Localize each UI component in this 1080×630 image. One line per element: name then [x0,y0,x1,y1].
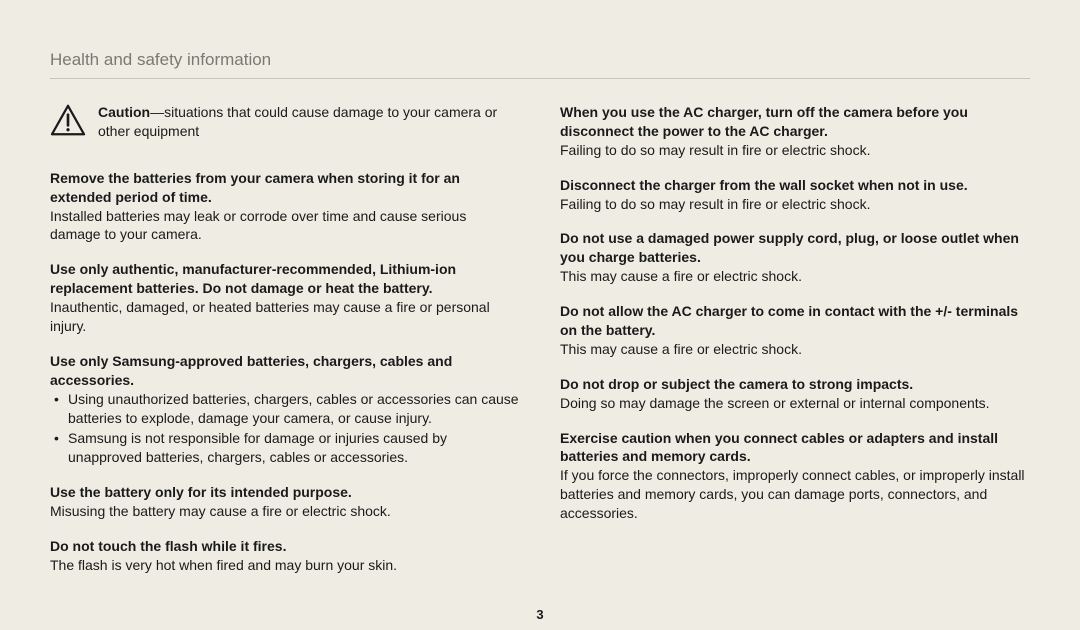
section-body: This may cause a fire or electric shock. [560,267,1030,286]
section: Do not drop or subject the camera to str… [560,375,1030,413]
bullet-item: Using unauthorized batteries, chargers, … [54,390,520,428]
section: Do not use a damaged power supply cord, … [560,229,1030,286]
section-body: Inauthentic, damaged, or heated batterie… [50,298,520,336]
left-column: Caution—situations that could cause dama… [50,103,520,591]
right-column: When you use the AC charger, turn off th… [560,103,1030,591]
section-body: The flash is very hot when fired and may… [50,556,520,575]
section-heading: Remove the batteries from your camera wh… [50,169,520,207]
caution-label: Caution [98,104,150,120]
section-heading: Do not allow the AC charger to come in c… [560,302,1030,340]
section-bullets: Using unauthorized batteries, chargers, … [50,390,520,468]
manual-page: Health and safety information Caution—si… [0,0,1080,621]
section: Disconnect the charger from the wall soc… [560,176,1030,214]
section-heading: Use the battery only for its intended pu… [50,483,520,502]
caution-triangle-icon [50,104,86,136]
section-heading: Do not drop or subject the camera to str… [560,375,1030,394]
section-heading: Exercise caution when you connect cables… [560,429,1030,467]
section-heading: Use only Samsung-approved batteries, cha… [50,352,520,390]
section-body: Doing so may damage the screen or extern… [560,394,1030,413]
section: Remove the batteries from your camera wh… [50,169,520,245]
section-body: Installed batteries may leak or corrode … [50,207,520,245]
section: When you use the AC charger, turn off th… [560,103,1030,160]
bullet-item: Samsung is not responsible for damage or… [54,429,520,467]
section: Do not allow the AC charger to come in c… [560,302,1030,359]
section-body: If you force the connectors, improperly … [560,466,1030,523]
section-body: Misusing the battery may cause a fire or… [50,502,520,521]
caution-desc: —situations that could cause damage to y… [98,104,497,139]
content-columns: Caution—situations that could cause dama… [50,103,1030,591]
caution-block: Caution—situations that could cause dama… [50,103,520,141]
section-heading: Use only authentic, manufacturer-recomme… [50,260,520,298]
section: Use only Samsung-approved batteries, cha… [50,352,520,467]
section: Do not touch the flash while it fires. T… [50,537,520,575]
section: Use the battery only for its intended pu… [50,483,520,521]
section-heading: When you use the AC charger, turn off th… [560,103,1030,141]
section-heading: Do not use a damaged power supply cord, … [560,229,1030,267]
page-number: 3 [0,607,1080,622]
section-heading: Disconnect the charger from the wall soc… [560,176,1030,195]
section: Exercise caution when you connect cables… [560,429,1030,523]
caution-text: Caution—situations that could cause dama… [98,103,520,141]
section-body: This may cause a fire or electric shock. [560,340,1030,359]
section-body: Failing to do so may result in fire or e… [560,195,1030,214]
page-header: Health and safety information [50,50,1030,79]
section-body: Failing to do so may result in fire or e… [560,141,1030,160]
section: Use only authentic, manufacturer-recomme… [50,260,520,336]
section-heading: Do not touch the flash while it fires. [50,537,520,556]
header-title: Health and safety information [50,50,271,69]
